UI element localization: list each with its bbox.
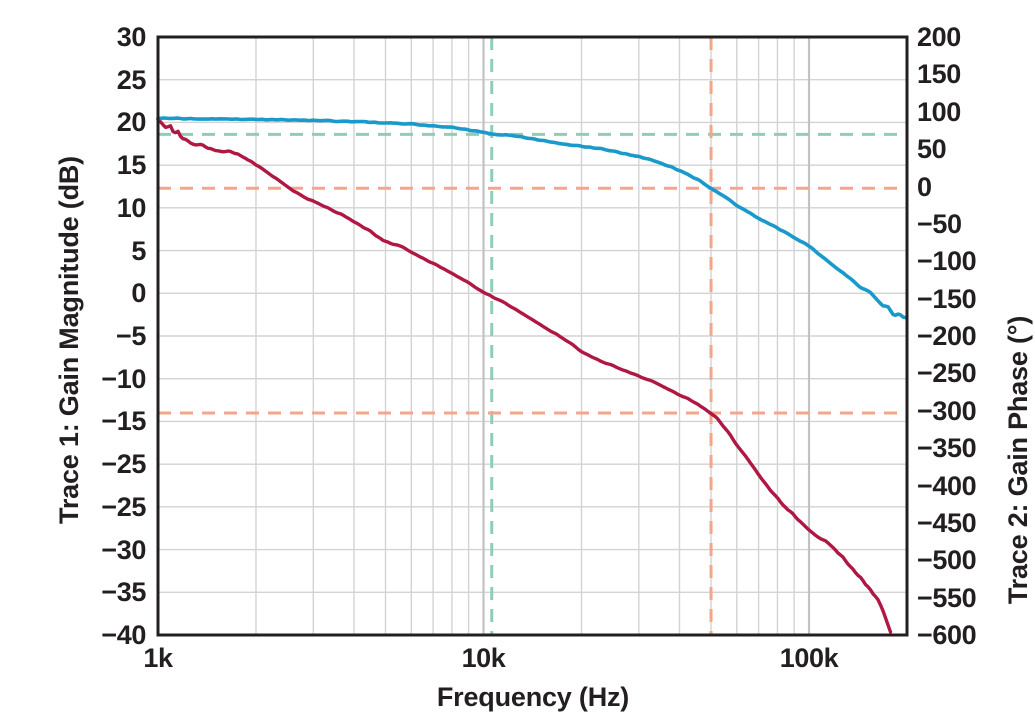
tick-label: 50	[917, 134, 947, 165]
tick-label: 100	[917, 96, 961, 127]
plot-frame	[156, 35, 909, 637]
tick-label: 0	[131, 278, 146, 309]
tick-label: −40	[101, 620, 146, 650]
tick-label: 150	[917, 59, 961, 90]
tick-label: 0	[917, 171, 932, 202]
tick-label: 25	[116, 64, 147, 95]
tick-label: 1k	[143, 643, 173, 673]
tick-label: −15	[101, 406, 146, 437]
tick-label: −50	[917, 208, 962, 239]
tick-label: −400	[917, 470, 977, 501]
tick-label: −10	[101, 363, 146, 394]
gridlines	[158, 37, 907, 635]
tick-label: 20	[116, 107, 147, 138]
tick-label: −450	[917, 507, 977, 538]
trace-1-gain-magnitude-line	[156, 116, 908, 320]
tick-label: 200	[917, 22, 961, 52]
tick-label: −550	[917, 582, 977, 613]
tick-label: 30	[116, 22, 147, 52]
cursor-dashed-lines	[158, 37, 907, 635]
tick-label: 10	[116, 192, 147, 223]
tick-label: −5	[116, 321, 146, 351]
tick-label: −35	[101, 577, 146, 608]
trace-2-gain-phase-line	[156, 117, 893, 634]
tick-label: 10k	[461, 643, 506, 673]
x-axis-title: Frequency (Hz)	[436, 682, 630, 712]
tick-label: −30	[101, 534, 146, 565]
tick-label: 100k	[779, 643, 839, 673]
tick-label: −100	[917, 246, 977, 277]
trace-lines	[156, 116, 908, 634]
tick-label: −600	[917, 620, 977, 650]
right-axis-title: Trace 2: Gain Phase (°)	[1003, 315, 1033, 605]
tick-label: −25	[101, 491, 146, 522]
tick-label: 5	[131, 235, 146, 266]
tick-label: −25	[101, 449, 146, 480]
tick-label: −250	[917, 358, 977, 389]
left-axis-title: Trace 1: Gain Magnitude (dB)	[54, 156, 84, 524]
tick-label: −200	[917, 321, 977, 351]
tick-label: −150	[917, 283, 977, 314]
tick-label: −500	[917, 545, 977, 576]
tick-label: 15	[116, 150, 147, 181]
tick-label: −350	[917, 433, 977, 464]
tick-label: −300	[917, 395, 977, 426]
